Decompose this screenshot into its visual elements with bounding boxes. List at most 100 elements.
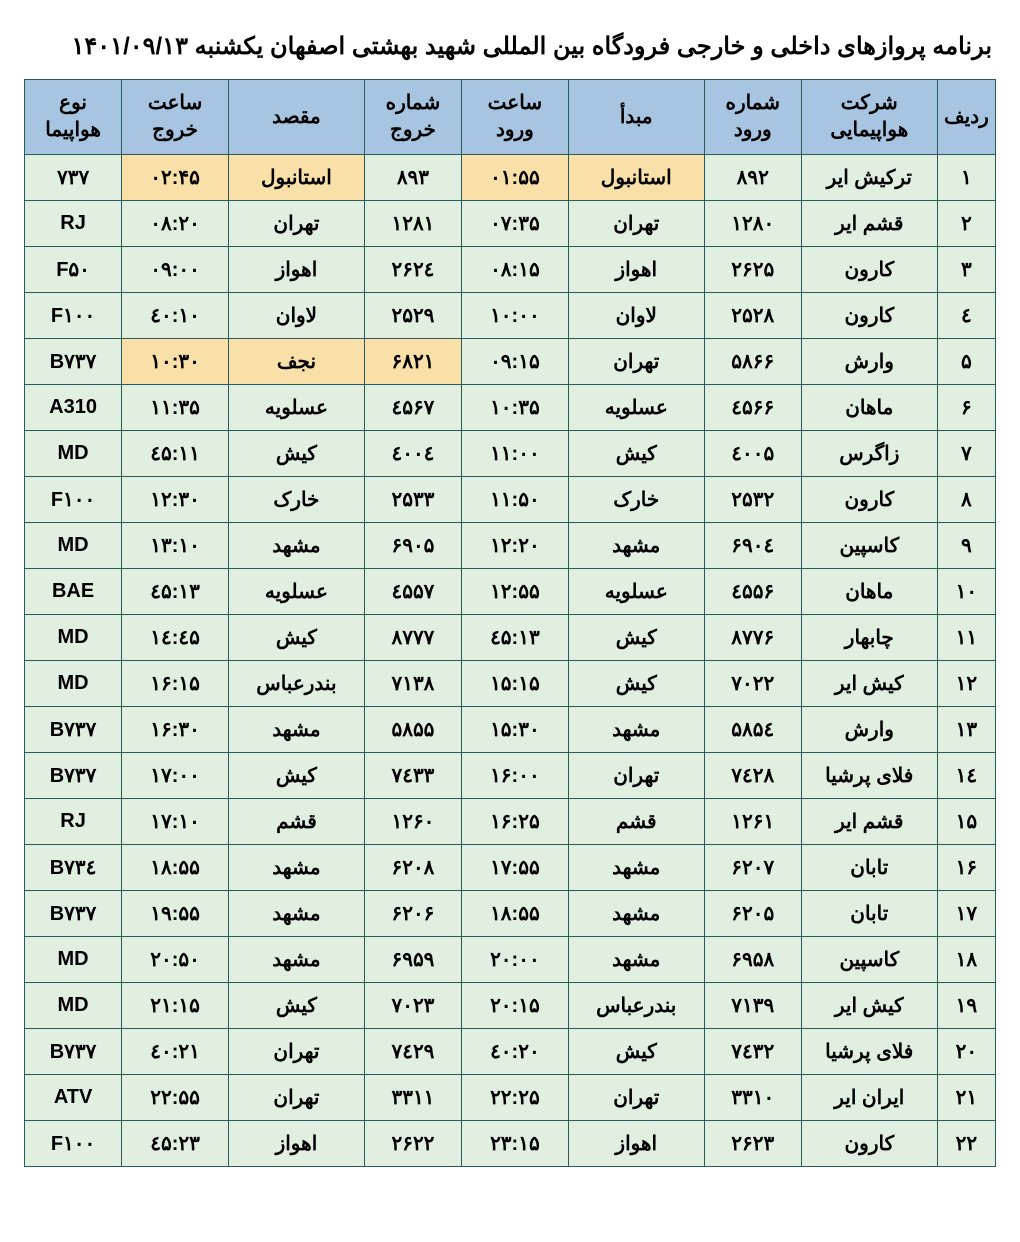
cell-origin: تهران [568,201,704,247]
cell-origin: مشهد [568,937,704,983]
cell-row: ۱۹ [937,983,995,1029]
cell-airline: کاسپین [801,523,937,569]
cell-departure_num: ٤۵۵۷ [364,569,461,615]
cell-origin: تهران [568,1075,704,1121]
table-row: ۱۲کیش ایر۷۰۲۲کیش۱۵:۱۵۷۱۳۸بندرعباس۱۶:۱۵MD [25,661,996,707]
cell-destination: کیش [228,983,364,1029]
cell-departure_time: ۲۱:٤۰ [122,1029,229,1075]
col-header-departure_time: ساعت خروج [122,80,229,155]
cell-departure_time: ۰۲:۴۵ [122,155,229,201]
cell-arrival_num: ۸۷۷۶ [704,615,801,661]
table-row: ۱ترکیش ایر۸۹۲استانبول۰۱:۵۵۸۹۳استانبول۰۲:… [25,155,996,201]
cell-departure_time: ۱۱:٤۵ [122,431,229,477]
cell-departure_time: ۱۶:۱۵ [122,661,229,707]
cell-arrival_time: ۱۱:۰۰ [461,431,568,477]
cell-arrival_num: ۵۸۶۶ [704,339,801,385]
cell-departure_num: ٤۵۶۷ [364,385,461,431]
cell-arrival_time: ۱۰:۳۵ [461,385,568,431]
cell-row: ۲ [937,201,995,247]
cell-airline: قشم ایر [801,201,937,247]
table-row: ۱۱چابهار۸۷۷۶کیش۱۳:٤۵۸۷۷۷کیش۱٤:٤۵MD [25,615,996,661]
cell-origin: اهواز [568,1121,704,1167]
cell-airline: زاگرس [801,431,937,477]
cell-departure_num: ۲۵۳۳ [364,477,461,523]
cell-departure_num: ۷٤۳۳ [364,753,461,799]
cell-origin: کیش [568,1029,704,1075]
cell-row: ۱۳ [937,707,995,753]
cell-destination: خارک [228,477,364,523]
cell-airline: کارون [801,1121,937,1167]
col-header-departure_num: شماره خروج [364,80,461,155]
cell-airline: فلای پرشیا [801,1029,937,1075]
col-header-airline: شرکت هواپیمایی [801,80,937,155]
cell-arrival_num: ۷۱۳۹ [704,983,801,1029]
cell-origin: تهران [568,339,704,385]
cell-arrival_num: ۶۲۰۵ [704,891,801,937]
cell-departure_time: ۰۸:۲۰ [122,201,229,247]
cell-arrival_num: ۲۶۲۳ [704,1121,801,1167]
cell-airline: کارون [801,247,937,293]
cell-departure_num: ٤۰۰٤ [364,431,461,477]
table-row: ۱۳وارش۵۸۵٤مشهد۱۵:۳۰۵۸۵۵مشهد۱۶:۳۰B۷۳۷ [25,707,996,753]
cell-aircraft: MD [25,937,122,983]
cell-departure_time: ۱۱:۳۵ [122,385,229,431]
cell-airline: کیش ایر [801,661,937,707]
cell-destination: عسلویه [228,569,364,615]
cell-departure_time: ۰۹:۰۰ [122,247,229,293]
cell-origin: مشهد [568,845,704,891]
cell-aircraft: MD [25,431,122,477]
table-row: ۱۷تابان۶۲۰۵مشهد۱۸:۵۵۶۲۰۶مشهد۱۹:۵۵B۷۳۷ [25,891,996,937]
cell-departure_time: ۲۱:۱۵ [122,983,229,1029]
cell-departure_time: ۱٤:٤۵ [122,615,229,661]
cell-origin: عسلویه [568,385,704,431]
cell-aircraft: B۷۳۷ [25,707,122,753]
cell-departure_time: ۱۷:۱۰ [122,799,229,845]
cell-destination: تهران [228,1075,364,1121]
cell-arrival_num: ۱۲۸۰ [704,201,801,247]
cell-row: ۲۱ [937,1075,995,1121]
cell-destination: مشهد [228,523,364,569]
cell-departure_num: ۷۰۲۳ [364,983,461,1029]
table-row: ۵وارش۵۸۶۶تهران۰۹:۱۵۶۸۲۱نجف۱۰:۳۰B۷۳۷ [25,339,996,385]
cell-departure_time: ۱۰:٤۰ [122,293,229,339]
cell-origin: اهواز [568,247,704,293]
cell-departure_num: ۲۶۲۲ [364,1121,461,1167]
cell-departure_num: ۲۶۲٤ [364,247,461,293]
cell-departure_num: ۶۹۵۹ [364,937,461,983]
cell-destination: کیش [228,615,364,661]
cell-row: ۵ [937,339,995,385]
table-row: ۶ماهان٤۵۶۶عسلویه۱۰:۳۵٤۵۶۷عسلویه۱۱:۳۵A310 [25,385,996,431]
cell-airline: وارش [801,707,937,753]
table-row: ۲قشم ایر۱۲۸۰تهران۰۷:۳۵۱۲۸۱تهران۰۸:۲۰RJ [25,201,996,247]
col-header-origin: مبدأ [568,80,704,155]
cell-departure_time: ۱۸:۵۵ [122,845,229,891]
cell-destination: مشهد [228,845,364,891]
cell-origin: مشهد [568,707,704,753]
table-head: ردیفشرکت هواپیماییشماره ورودمبدأساعت ورو… [25,80,996,155]
table-body: ۱ترکیش ایر۸۹۲استانبول۰۱:۵۵۸۹۳استانبول۰۲:… [25,155,996,1167]
table-row: ۱۵قشم ایر۱۲۶۱قشم۱۶:۲۵۱۲۶۰قشم۱۷:۱۰RJ [25,799,996,845]
cell-arrival_time: ۱۰:۰۰ [461,293,568,339]
cell-origin: مشهد [568,891,704,937]
cell-departure_num: ۳۳۱۱ [364,1075,461,1121]
cell-arrival_num: ۸۹۲ [704,155,801,201]
cell-arrival_time: ۱۵:۳۰ [461,707,568,753]
cell-origin: مشهد [568,523,704,569]
cell-arrival_num: ۷٤۲۸ [704,753,801,799]
cell-arrival_time: ۱۱:۵۰ [461,477,568,523]
cell-arrival_time: ۱۵:۱۵ [461,661,568,707]
cell-row: ۱۷ [937,891,995,937]
cell-departure_num: ۷۱۳۸ [364,661,461,707]
cell-departure_num: ۸۹۳ [364,155,461,201]
cell-origin: عسلویه [568,569,704,615]
cell-departure_time: ۱۲:۳۰ [122,477,229,523]
cell-arrival_num: ۱۲۶۱ [704,799,801,845]
cell-aircraft: F۱۰۰ [25,1121,122,1167]
cell-destination: مشهد [228,891,364,937]
cell-arrival_time: ۱۶:۰۰ [461,753,568,799]
cell-row: ۱ [937,155,995,201]
cell-airline: ماهان [801,569,937,615]
cell-aircraft: B۷۳۷ [25,891,122,937]
cell-row: ۱۶ [937,845,995,891]
cell-departure_time: ۲۳:٤۵ [122,1121,229,1167]
